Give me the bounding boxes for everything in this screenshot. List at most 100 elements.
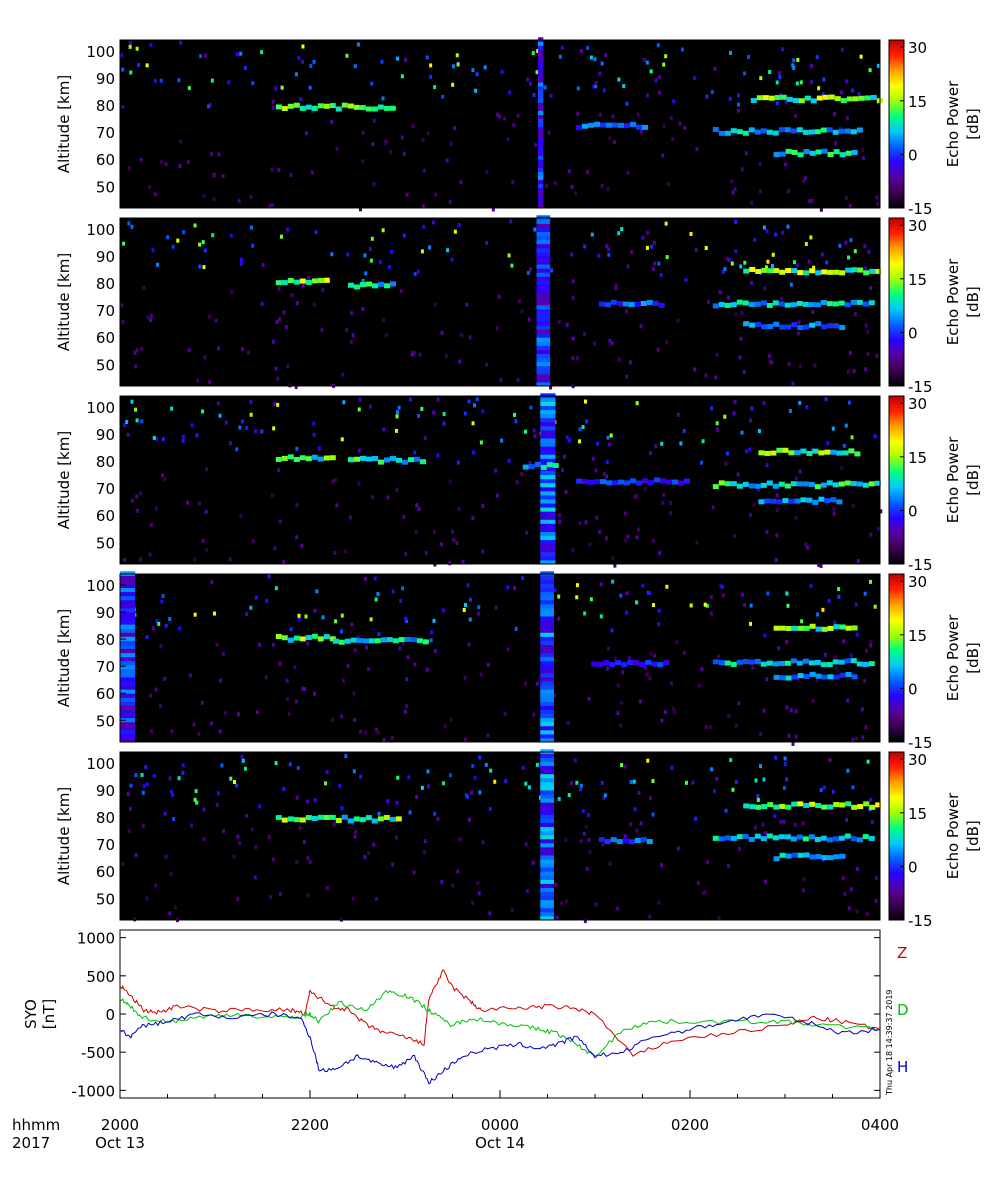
sparkle-cell [453, 229, 457, 234]
noise-cell [823, 652, 827, 657]
noise-cell [351, 821, 355, 826]
echo-layer-cell [742, 300, 749, 306]
noise-cell [421, 204, 425, 209]
noise-cell [791, 741, 795, 746]
noise-cell [623, 511, 627, 516]
echo-layer-cell [736, 834, 743, 840]
noise-cell [864, 266, 868, 271]
sparkle-cell [297, 613, 301, 618]
noise-cell [678, 121, 682, 126]
noise-cell [173, 905, 177, 910]
noise-cell [491, 207, 495, 212]
noise-cell [255, 710, 259, 715]
echo-layer-cell [818, 450, 825, 456]
echo-layer-cell [598, 836, 605, 842]
noise-cell [451, 883, 455, 888]
noise-cell [417, 507, 421, 512]
noise-cell [282, 310, 286, 315]
noise-cell [585, 866, 589, 871]
noise-cell [239, 51, 243, 56]
noise-cell [429, 638, 433, 643]
noise-cell [847, 400, 851, 405]
vertical-band-cell [536, 280, 551, 285]
noise-cell [657, 608, 661, 613]
noise-cell [197, 501, 201, 506]
noise-cell [879, 509, 883, 514]
echo-layer-cell [684, 478, 690, 484]
noise-cell [649, 651, 653, 656]
vertical-band-cell [540, 587, 554, 593]
echo-layer-cell [851, 625, 858, 631]
echo-layer-cell [293, 279, 300, 285]
echo-layer-cell [803, 324, 810, 330]
echo-layer-cell [856, 299, 863, 305]
noise-cell [844, 195, 848, 200]
noise-cell [504, 779, 508, 784]
sparkle-cell [847, 255, 851, 260]
echo-layer-cell [812, 448, 819, 454]
noise-cell [734, 723, 738, 728]
noise-cell [715, 352, 719, 357]
noise-cell [608, 136, 612, 141]
echo-layer-cell [305, 815, 312, 821]
sparkle-cell [754, 778, 758, 783]
noise-cell [421, 138, 425, 143]
noise-cell [733, 534, 737, 539]
echo-layer-cell [863, 270, 870, 276]
noise-cell [429, 74, 433, 79]
echo-layer-cell [838, 300, 845, 306]
noise-cell [145, 782, 149, 787]
noise-cell [661, 153, 665, 158]
noise-cell [200, 700, 204, 705]
vertical-band-cell [120, 733, 136, 739]
noise-cell [704, 724, 708, 729]
sparkle-cell [786, 603, 790, 608]
noise-cell [654, 444, 658, 449]
noise-cell [506, 585, 510, 590]
sparkle-cell [771, 252, 775, 257]
noise-cell [402, 233, 406, 238]
noise-cell [278, 317, 282, 322]
noise-cell [564, 899, 568, 904]
echo-layer-cell [839, 672, 846, 678]
echo-layer-cell [816, 95, 823, 101]
sparkle-cell [324, 781, 328, 786]
noise-cell [568, 438, 572, 443]
noise-cell [517, 299, 521, 304]
echo-layer-cell [749, 804, 756, 810]
noise-cell [596, 441, 600, 446]
noise-cell [312, 421, 316, 426]
echo-layer-cell [792, 98, 799, 104]
echo-layer-cell [338, 639, 345, 645]
echo-layer-cell [730, 835, 737, 841]
noise-cell [876, 201, 880, 206]
noise-cell [656, 43, 660, 48]
echo-layer-cell [603, 660, 610, 666]
vertical-band-cell [540, 713, 554, 719]
noise-cell [810, 198, 814, 203]
mag-y-tick-label: 500 [86, 968, 115, 986]
noise-cell [737, 93, 741, 98]
noise-cell [626, 534, 630, 539]
noise-cell [390, 249, 394, 254]
sparkle-cell [471, 421, 475, 426]
noise-cell [339, 629, 343, 634]
vertical-band-cell [540, 450, 556, 455]
echo-layer-cell [299, 278, 306, 284]
echo-layer-cell [317, 814, 324, 820]
echo-layer-cell [742, 834, 749, 840]
noise-cell [153, 192, 157, 197]
noise-cell [875, 353, 879, 358]
noise-cell [285, 678, 289, 683]
noise-cell [731, 190, 735, 195]
sparkle-cell [775, 80, 779, 85]
sparkle-cell [370, 236, 374, 241]
colorbar-tick-label: 0 [908, 324, 918, 342]
echo-layer-cell [804, 95, 811, 101]
echo-layer-cell [380, 637, 387, 643]
noise-cell [251, 539, 255, 544]
echo-layer-cell [788, 498, 795, 504]
echo-layer-cell [791, 852, 798, 858]
noise-cell [740, 310, 744, 315]
